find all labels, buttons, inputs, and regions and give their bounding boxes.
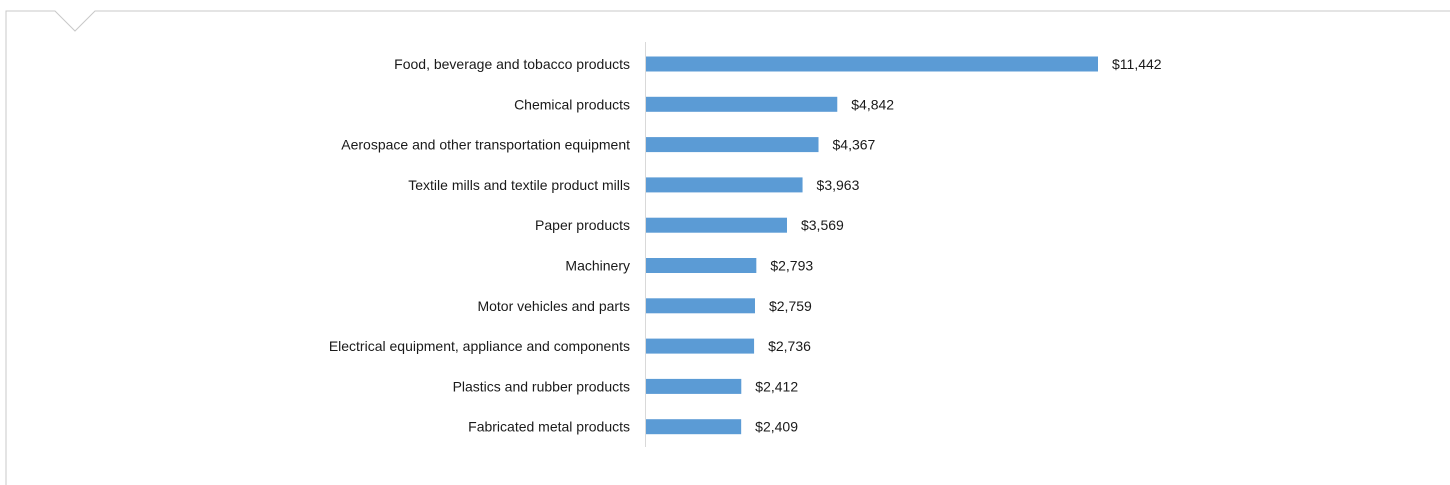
value-label: $2,412 (755, 378, 798, 394)
value-label: $11,442 (1112, 56, 1162, 72)
category-label: Motor vehicles and parts (477, 298, 630, 314)
category-label: Electrical equipment, appliance and comp… (329, 338, 630, 354)
bar (646, 419, 742, 435)
bar (646, 137, 819, 153)
category-label: Food, beverage and tobacco products (394, 56, 630, 72)
bar (646, 56, 1098, 72)
category-label: Aerospace and other transportation equip… (341, 137, 630, 153)
value-label: $4,842 (851, 96, 894, 112)
category-label: Chemical products (514, 96, 630, 112)
panel-border (5, 10, 1450, 485)
category-labels-group: Food, beverage and tobacco products Chemi… (329, 56, 630, 435)
value-labels-group: $11,442 $4,842 $4,367 $3,963 $3,569 $2,793 $2,… (755, 56, 1162, 435)
bar (646, 298, 755, 314)
value-label: $2,793 (770, 258, 813, 274)
bar (646, 378, 742, 394)
category-label: Plastics and rubber products (453, 378, 630, 394)
bar (646, 258, 757, 273)
value-label: $2,736 (768, 338, 811, 354)
bars-group (646, 56, 1098, 435)
bar (646, 217, 787, 233)
value-label: $3,963 (817, 177, 860, 193)
bar (646, 338, 755, 354)
category-label: Textile mills and textile product mills (408, 177, 630, 193)
bar (646, 177, 803, 193)
bar (646, 96, 838, 112)
value-label: $3,569 (801, 217, 844, 233)
category-label: Machinery (565, 258, 630, 274)
value-label: $4,367 (833, 137, 876, 153)
value-label: $2,409 (755, 419, 798, 435)
category-label: Fabricated metal products (468, 419, 630, 435)
category-label: Paper products (535, 217, 630, 233)
value-label: $2,759 (769, 298, 812, 314)
